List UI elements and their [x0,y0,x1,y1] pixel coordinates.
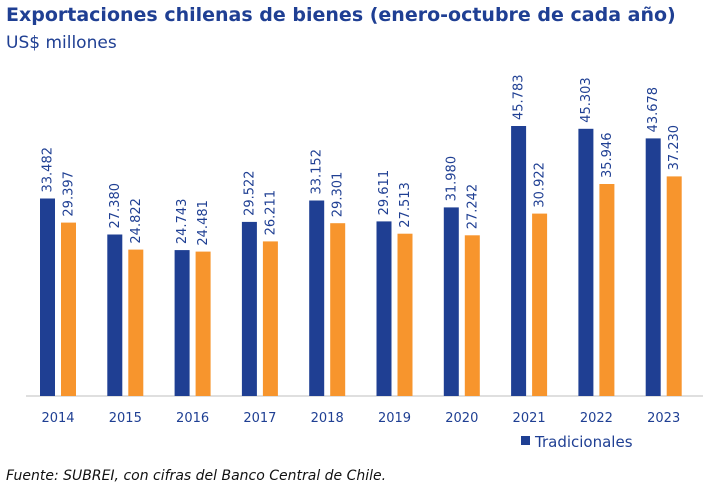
value-label-tradicionales-2020: 31.980 [444,156,459,202]
bar-series2-2016 [195,251,211,396]
value-label-tradicionales-2015: 27.380 [108,183,123,229]
x-tick-label-2020: 2020 [445,411,478,426]
bar-tradicionales-2021 [511,126,527,396]
legend-label-tradicionales: Tradicionales [534,433,633,451]
x-tick-labels-group: 2014 2015 2016 2017 2018 2019 2020 2021 2022 2023 [41,411,680,426]
chart-subtitle: US$ millones [6,33,117,53]
value-label-series2-2015: 24.822 [129,198,144,244]
value-label-tradicionales-2018: 33.152 [310,149,325,195]
x-tick-label-2021: 2021 [513,411,546,426]
x-tick-label-2017: 2017 [243,411,276,426]
x-tick-label-2014: 2014 [41,411,74,426]
bar-tradicionales-2016 [174,250,190,396]
bar-tradicionales-2020 [443,207,459,396]
value-label-series2-2016: 24.481 [196,200,211,246]
bar-series2-2018 [330,223,346,396]
x-tick-label-2015: 2015 [109,411,142,426]
bar-tradicionales-2019 [376,221,392,396]
value-labels-group: 33.482 29.397 27.380 24.822 24.743 24.481 29.5… [41,75,683,246]
x-tick-label-2022: 2022 [580,411,613,426]
bar-series2-2022 [599,184,615,396]
x-tick-label-2023: 2023 [647,411,680,426]
bar-tradicionales-2023 [645,138,661,396]
value-label-tradicionales-2023: 43.678 [646,87,661,133]
bars-group [40,126,682,397]
bar-tradicionales-2017 [241,221,257,396]
bar-series2-2021 [532,213,548,396]
value-label-series2-2020: 27.242 [465,184,480,230]
bar-chart: 33.482 29.397 27.380 24.822 24.743 24.481 29.5… [26,75,703,451]
bar-series2-2014 [61,222,76,396]
x-tick-label-2019: 2019 [378,411,411,426]
value-label-series2-2018: 29.301 [331,172,346,218]
bar-tradicionales-2018 [309,200,325,396]
bar-series2-2023 [666,176,682,396]
source-note: Fuente: SUBREI, con cifras del Banco Cen… [6,468,387,484]
bar-series2-2017 [262,241,278,396]
value-label-tradicionales-2019: 29.611 [377,170,392,216]
legend-swatch-tradicionales [521,436,530,445]
legend: Tradicionales [521,433,633,451]
bar-series2-2019 [397,233,413,396]
bar-tradicionales-2022 [578,128,594,397]
value-label-tradicionales-2016: 24.743 [175,199,190,245]
value-label-tradicionales-2017: 29.522 [242,170,257,216]
chart-title: Exportaciones chilenas de bienes (enero-… [6,4,676,26]
value-label-tradicionales-2021: 45.783 [512,75,527,121]
value-label-tradicionales-2022: 45.303 [579,77,594,123]
bar-series2-2020 [464,235,480,396]
value-label-series2-2019: 27.513 [398,182,413,228]
x-tick-label-2016: 2016 [176,411,209,426]
x-tick-label-2018: 2018 [311,411,344,426]
value-label-series2-2023: 37.230 [667,125,682,171]
value-label-series2-2014: 29.397 [62,171,77,217]
value-label-series2-2022: 35.946 [600,133,615,179]
value-label-series2-2017: 26.211 [263,190,278,236]
bar-tradicionales-2015 [107,234,123,396]
bar-tradicionales-2014 [40,198,55,396]
value-label-tradicionales-2014: 33.482 [41,147,56,193]
value-label-series2-2021: 30.922 [533,162,548,208]
bar-series2-2015 [128,249,144,396]
